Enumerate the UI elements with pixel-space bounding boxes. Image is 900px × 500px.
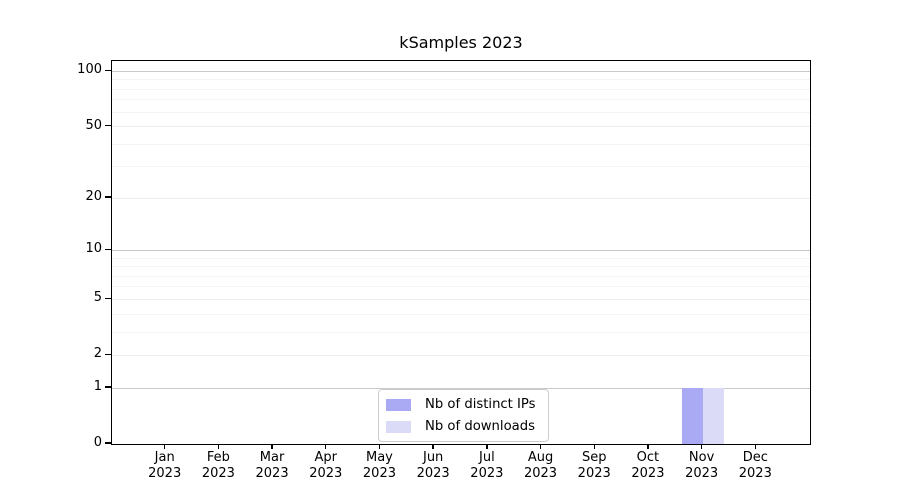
- y-tick-mark-2: [105, 353, 111, 355]
- gridline-minor-y30: [112, 166, 810, 168]
- x-tick-mark-sep: [593, 444, 595, 449]
- y-tick-label-2: 2: [93, 346, 102, 362]
- y-tick-label-5: 5: [93, 290, 102, 306]
- y-tick-mark-20: [105, 196, 111, 198]
- x-tick-label-nov: Nov 2023: [685, 450, 719, 481]
- gridline-minor-y8: [112, 266, 810, 268]
- chart-title: kSamples 2023: [399, 33, 523, 52]
- y-tick-mark-5: [105, 297, 111, 299]
- x-tick-mark-aug: [539, 444, 542, 449]
- x-tick-mark-jan: [163, 444, 166, 449]
- gridline-mid-y5: [112, 298, 810, 300]
- y-tick-label-100: 100: [77, 62, 102, 78]
- legend: Nb of distinct IPs Nb of downloads: [378, 389, 549, 442]
- x-tick-label-dec: Dec 2023: [738, 450, 772, 481]
- legend-swatch-distinct-ips-icon: [386, 398, 411, 411]
- y-tick-mark-1: [105, 386, 111, 388]
- x-tick-mark-apr: [325, 444, 327, 449]
- y-tick-mark-50: [105, 124, 111, 127]
- x-tick-mark-jul: [486, 444, 488, 449]
- gridline-minor-y60: [112, 111, 810, 113]
- x-tick-label-jul: Jul 2023: [470, 450, 504, 481]
- gridline-minor-y3: [112, 331, 810, 333]
- legend-swatch-downloads-icon: [386, 420, 411, 433]
- legend-item-downloads: Nb of downloads: [386, 419, 536, 434]
- legend-item-distinct-ips: Nb of distinct IPs: [386, 397, 536, 412]
- x-tick-label-oct: Oct 2023: [631, 450, 665, 481]
- plot-area: Nb of distinct IPs Nb of downloads: [111, 60, 811, 445]
- x-tick-mark-feb: [217, 444, 220, 449]
- legend-label-distinct-ips: Nb of distinct IPs: [425, 397, 536, 412]
- y-tick-mark-0: [105, 442, 111, 444]
- x-tick-label-aug: Aug 2023: [523, 450, 558, 481]
- y-tick-label-1: 1: [93, 379, 102, 395]
- gridline-major-y1: [112, 387, 810, 389]
- x-tick-label-jan: Jan 2023: [148, 450, 182, 481]
- gridline-major-y10: [112, 249, 810, 251]
- x-tick-label-apr: Apr 2023: [309, 450, 343, 481]
- x-tick-mark-may: [378, 444, 381, 449]
- x-tick-mark-oct: [647, 444, 649, 449]
- x-tick-mark-jun: [432, 444, 434, 449]
- y-tick-label-20: 20: [85, 189, 102, 205]
- y-tick-label-50: 50: [85, 117, 102, 133]
- x-tick-label-mar: Mar 2023: [255, 450, 289, 481]
- bar-distinct-ips-nov-2023: [681, 388, 703, 444]
- y-tick-label-0: 0: [93, 435, 102, 450]
- y-tick-mark-10: [105, 248, 111, 251]
- gridline-minor-y90: [112, 79, 810, 81]
- gridline-minor-y4: [112, 313, 810, 315]
- x-tick-mark-dec: [754, 444, 756, 449]
- gridline-mid-y2: [112, 354, 810, 356]
- gridline-mid-y50: [112, 126, 810, 127]
- gridline-mid-y20: [112, 197, 810, 199]
- x-tick-label-sep: Sep 2023: [577, 450, 611, 481]
- gridline-minor-y9: [112, 257, 810, 259]
- bar-downloads-nov-2023: [702, 388, 724, 444]
- gridline-major-y100: [112, 70, 810, 72]
- y-tick-label-10: 10: [85, 241, 102, 257]
- gridline-minor-y7: [112, 275, 810, 277]
- gridline-minor-y6: [112, 286, 810, 288]
- x-tick-label-feb: Feb 2023: [201, 450, 235, 481]
- legend-label-downloads: Nb of downloads: [425, 419, 535, 434]
- x-tick-label-may: May 2023: [362, 450, 396, 481]
- x-tick-mark-mar: [271, 444, 273, 449]
- x-tick-mark-nov: [700, 444, 703, 449]
- gridline-minor-y70: [112, 99, 810, 101]
- gridline-minor-y80: [112, 88, 810, 90]
- y-tick-mark-100: [105, 69, 111, 72]
- x-tick-label-jun: Jun 2023: [416, 450, 450, 481]
- gridline-minor-y40: [112, 143, 810, 145]
